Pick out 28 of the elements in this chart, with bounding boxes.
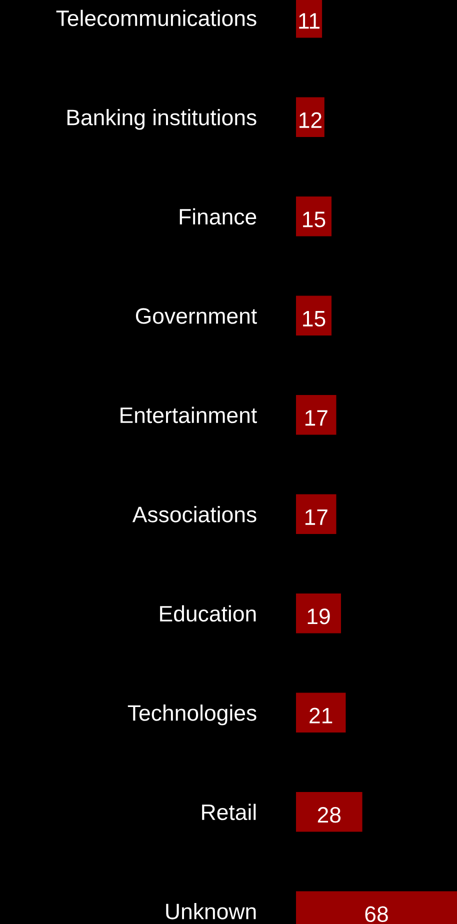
data-label: 21 (310, 708, 332, 724)
data-label: 15 (303, 212, 326, 228)
y-tick-label: Finance (180, 208, 256, 225)
data-label: 28 (318, 807, 341, 823)
data-label: 15 (303, 311, 326, 327)
data-label: 11 (299, 13, 320, 29)
y-tick-label: Associations (132, 506, 256, 522)
data-label: 19 (308, 608, 330, 624)
y-tick-label: Technologies (128, 704, 256, 726)
y-tick-label: Education (160, 605, 256, 622)
y-tick-label: Entertainment (120, 406, 257, 424)
y-tick-label: Government (136, 308, 257, 324)
bar (296, 692, 346, 732)
bar (296, 792, 362, 832)
bar (296, 296, 332, 336)
bar (296, 196, 332, 236)
y-tick-label: Retail (202, 804, 256, 820)
data-label: 68 (365, 906, 388, 922)
y-tick-label: Telecommunications (56, 10, 256, 26)
data-label: 17 (305, 510, 328, 525)
y-tick-label: Unknown (166, 903, 256, 920)
bar (296, 594, 341, 634)
bar (296, 494, 336, 534)
bar (296, 395, 336, 435)
data-label: 17 (305, 410, 328, 426)
data-label: 12 (300, 112, 322, 128)
y-tick-label: Banking institutions (67, 109, 256, 130)
bar (296, 97, 324, 137)
